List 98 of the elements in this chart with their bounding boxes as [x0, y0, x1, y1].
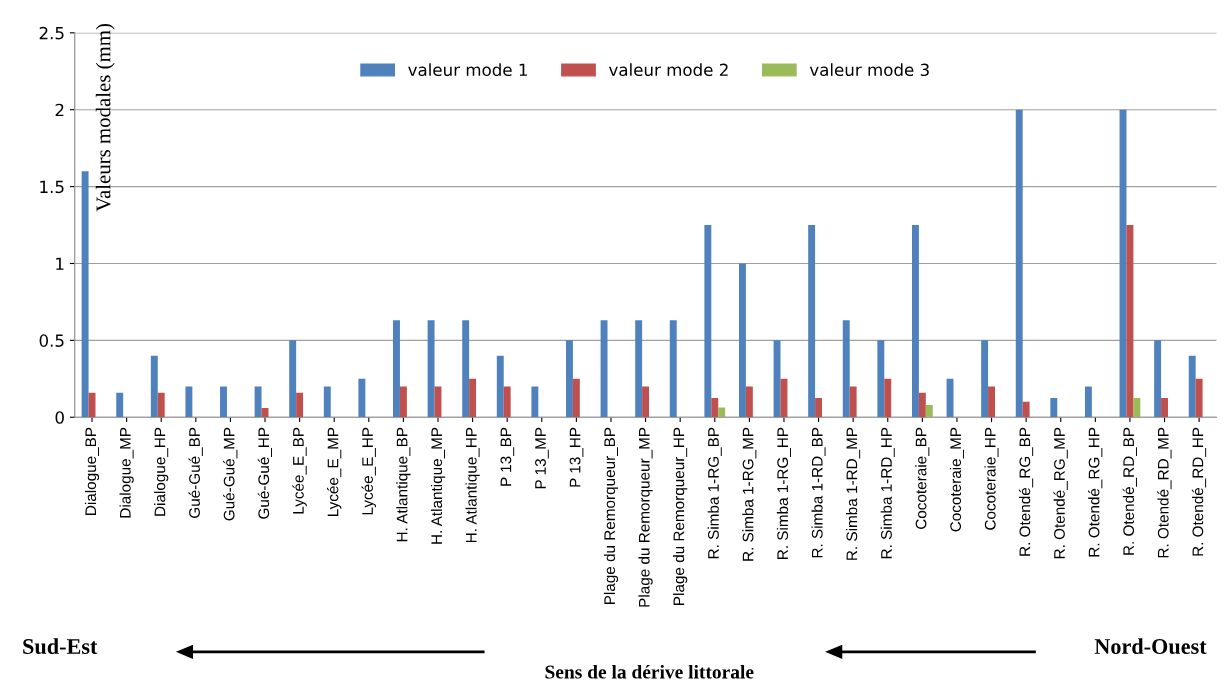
- bar: [1022, 401, 1030, 418]
- bar: [981, 340, 989, 418]
- bar: [745, 386, 753, 418]
- x-tick-label: P 13_BP: [500, 427, 515, 486]
- x-tick-label: Dialogue_MP: [119, 427, 134, 518]
- x-tick-label: H. Atlantique_BP: [396, 427, 411, 542]
- x-tick-label: R. Simba 1-RD_BP: [811, 427, 826, 558]
- bar: [150, 355, 158, 418]
- bar: [815, 398, 823, 418]
- text: Nord-Ouest: [1094, 638, 1207, 655]
- x-tick-label: Lycée_E_HP: [361, 427, 377, 515]
- bar: [877, 340, 885, 418]
- x-tick-label: R. Otendé_RD_BP: [1122, 427, 1137, 555]
- y-tick-label: 1: [56, 257, 64, 270]
- bar: [918, 392, 926, 418]
- y-tick-label: 0.5: [39, 334, 64, 347]
- x-tick-label: Plage du Remorqueur_HP: [673, 427, 688, 605]
- bar: [1195, 378, 1203, 418]
- y-tick-label: 2.5: [39, 26, 64, 40]
- bar: [1084, 386, 1092, 418]
- text: Sud-Est: [23, 638, 98, 655]
- x-tick-label: P 13_MP: [535, 427, 549, 489]
- y-tick-label: 0: [55, 411, 64, 424]
- bar: [642, 386, 650, 418]
- x-tick-label: R. Otendé_RG_HP: [1088, 427, 1103, 557]
- bar: [1161, 398, 1168, 418]
- bar: [462, 320, 470, 418]
- x-tick-label: Cocoteraie_BP: [915, 427, 930, 529]
- bar: [925, 404, 933, 418]
- x-tick-label: R. Otendé_RD_MP: [1157, 427, 1172, 558]
- bar: [254, 386, 262, 418]
- bar: [600, 320, 608, 418]
- legend-label: valeur mode 3: [809, 63, 929, 77]
- bar: [157, 392, 165, 418]
- bar: [738, 263, 746, 418]
- bar: [669, 320, 677, 418]
- bar: [393, 320, 400, 418]
- bar: [911, 225, 919, 418]
- bar: [503, 386, 511, 418]
- x-tick-label: R. Simba 1-RD_MP: [846, 427, 861, 560]
- x-tick-label: Cocoteraie_MP: [949, 427, 964, 532]
- bar: [572, 378, 580, 418]
- bar: [323, 386, 331, 418]
- bar: [1154, 340, 1162, 418]
- text: Sens de la dérive littorale: [545, 664, 754, 679]
- x-tick-label: H. Atlantique_HP: [465, 427, 480, 543]
- bar: [842, 320, 850, 418]
- bar: [427, 320, 435, 418]
- bar: [1050, 398, 1058, 418]
- x-tick-label: Lycée_E_MP: [326, 427, 342, 516]
- bar: [1188, 355, 1196, 418]
- bar: [566, 340, 573, 418]
- x-tick-label: Lycée_E_BP: [292, 427, 307, 514]
- x-tick-label: Dialogue_BP: [84, 427, 100, 515]
- bar: [1133, 398, 1141, 418]
- bar: [220, 386, 227, 418]
- bar: [289, 340, 297, 418]
- bar: [296, 392, 304, 418]
- bar: [704, 225, 712, 418]
- x-tick-label: P 13_HP: [569, 427, 584, 487]
- bar: [496, 355, 504, 418]
- bar: [773, 340, 781, 418]
- bar: [849, 386, 857, 418]
- x-tick-label: H. Atlantique_MP: [430, 427, 446, 544]
- bar: [1126, 225, 1134, 418]
- legend-label: valeur mode 1: [408, 63, 527, 77]
- y-axis-title: Valeurs modales (mm): [95, 24, 115, 212]
- bar: [81, 171, 89, 418]
- x-tick-label: R. Otendé_RD_HP: [1191, 427, 1207, 556]
- bar: [399, 386, 407, 418]
- x-tick-label: R. Simba 1-RD_HP: [880, 427, 895, 559]
- bar: [884, 378, 892, 418]
- x-tick-label: R. Simba 1-RG_BP: [707, 427, 722, 559]
- bar: [469, 378, 477, 418]
- x-tick-label: R. Otendé_RG_BP: [1018, 427, 1034, 556]
- bar: [185, 386, 193, 418]
- x-tick-label: Gué-Gué_HP: [257, 427, 273, 519]
- bar: [718, 407, 726, 418]
- bar: [988, 386, 995, 418]
- x-tick-label: Gué-Gué_MP: [223, 427, 238, 521]
- bar: [531, 386, 539, 418]
- legend-label: valeur mode 2: [608, 63, 728, 77]
- bar: [358, 378, 366, 418]
- x-tick-label: R. Simba 1-RG_HP: [776, 427, 791, 559]
- x-tick-label: Dialogue_HP: [154, 427, 169, 516]
- x-tick-label: Gué-Gué_BP: [188, 427, 203, 518]
- x-tick-label: Plage du Remorqueur_MP: [638, 427, 653, 607]
- bar: [808, 225, 816, 418]
- x-tick-label: Cocoteraie_HP: [984, 427, 999, 530]
- bar: [635, 320, 643, 418]
- y-tick-label: 2: [55, 103, 64, 117]
- x-tick-label: Plage du Remorqueur_BP: [603, 427, 619, 605]
- x-tick-label: R. Simba 1-RG_MP: [742, 427, 757, 561]
- bar: [1015, 109, 1023, 418]
- bar: [116, 392, 124, 418]
- x-tick-label: R. Otendé_RG_MP: [1053, 427, 1068, 559]
- bar: [711, 398, 719, 418]
- y-tick-label: 1.5: [40, 180, 64, 194]
